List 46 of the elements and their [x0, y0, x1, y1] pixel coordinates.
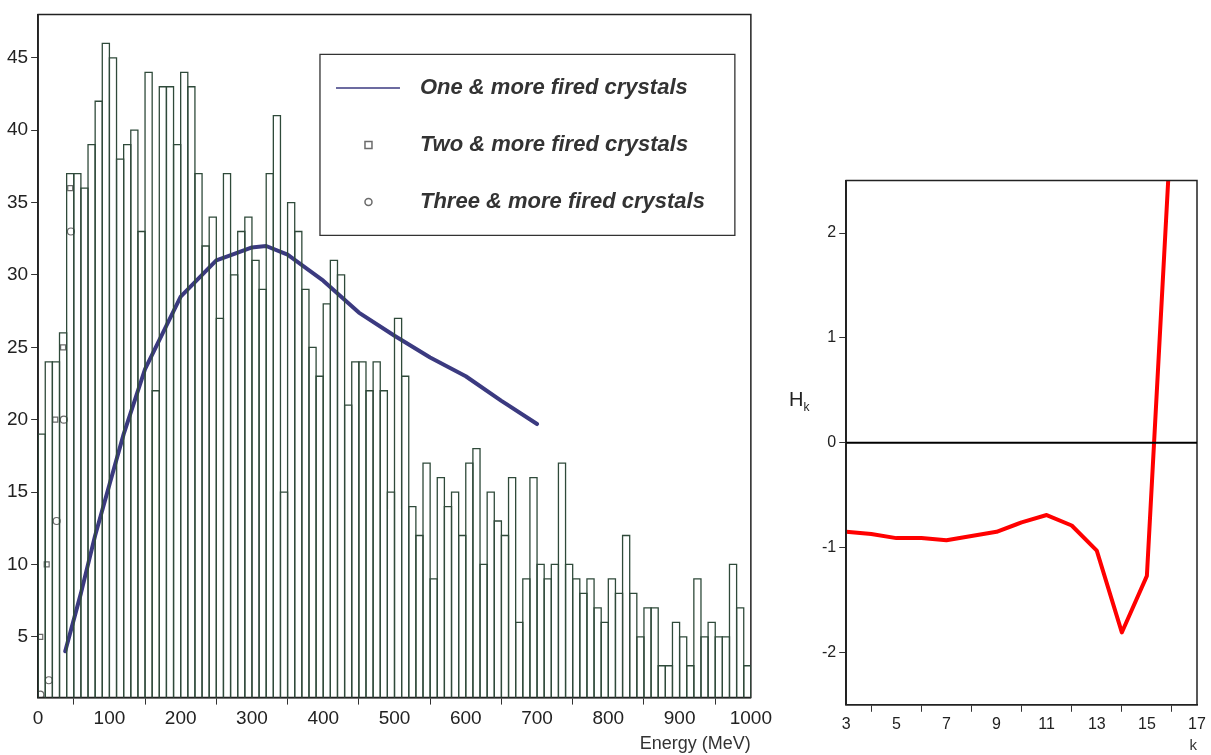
x-tick-label: 3	[841, 714, 851, 732]
x-tick-label: 300	[236, 707, 268, 729]
x-tick-label: 200	[164, 707, 197, 729]
x-tick-label: 15	[1137, 714, 1156, 732]
x-tick-label: 100	[93, 707, 126, 729]
legend-label: One & more fired crystals	[419, 73, 688, 99]
x-axis-title: k	[1189, 736, 1198, 754]
x-tick-label: 800	[592, 707, 625, 729]
y-tick-label: 2	[827, 223, 837, 241]
y-tick-label: 1	[827, 328, 837, 346]
x-tick-label: 5	[891, 714, 901, 732]
y-tick-label: 20	[6, 407, 29, 429]
x-tick-label: 17	[1188, 714, 1206, 732]
x-tick-label: 700	[521, 707, 553, 729]
y-tick-label: 30	[6, 263, 29, 285]
x-tick-label: 13	[1087, 714, 1106, 732]
y-tick-label: -2	[821, 642, 837, 660]
y-tick-label: 35	[6, 190, 29, 212]
y-tick-label: 0	[827, 433, 837, 451]
x-tick-label: 500	[378, 707, 411, 729]
x-tick-label: 1000	[729, 707, 773, 729]
y-tick-label: 25	[6, 335, 29, 357]
x-axis-title: Energy (MeV)	[639, 733, 751, 754]
x-tick-label: 9	[992, 714, 1002, 732]
legend-label: Three & more fired crystals	[419, 187, 705, 213]
point	[67, 185, 74, 192]
y-tick-label: 45	[6, 46, 29, 68]
x-tick-label: 11	[1038, 714, 1056, 732]
y-tick-label: 5	[17, 625, 29, 647]
legend-label: Two & more fired crystals	[419, 130, 689, 156]
point	[52, 416, 59, 423]
y-tick-label: 10	[6, 552, 29, 574]
point	[60, 344, 67, 351]
x-tick-label: 400	[307, 707, 340, 729]
point	[59, 415, 68, 424]
x-tick-label: 600	[449, 707, 482, 729]
x-tick-label: 7	[941, 714, 951, 732]
y-tick-label: -1	[821, 537, 837, 555]
y-tick-label: 15	[6, 480, 29, 502]
point	[52, 516, 61, 526]
y-tick-label: 40	[6, 118, 29, 140]
x-tick-label: 0	[32, 707, 44, 729]
x-tick-label: 900	[663, 707, 696, 729]
point	[66, 227, 76, 236]
point	[44, 676, 53, 685]
point	[43, 561, 50, 568]
